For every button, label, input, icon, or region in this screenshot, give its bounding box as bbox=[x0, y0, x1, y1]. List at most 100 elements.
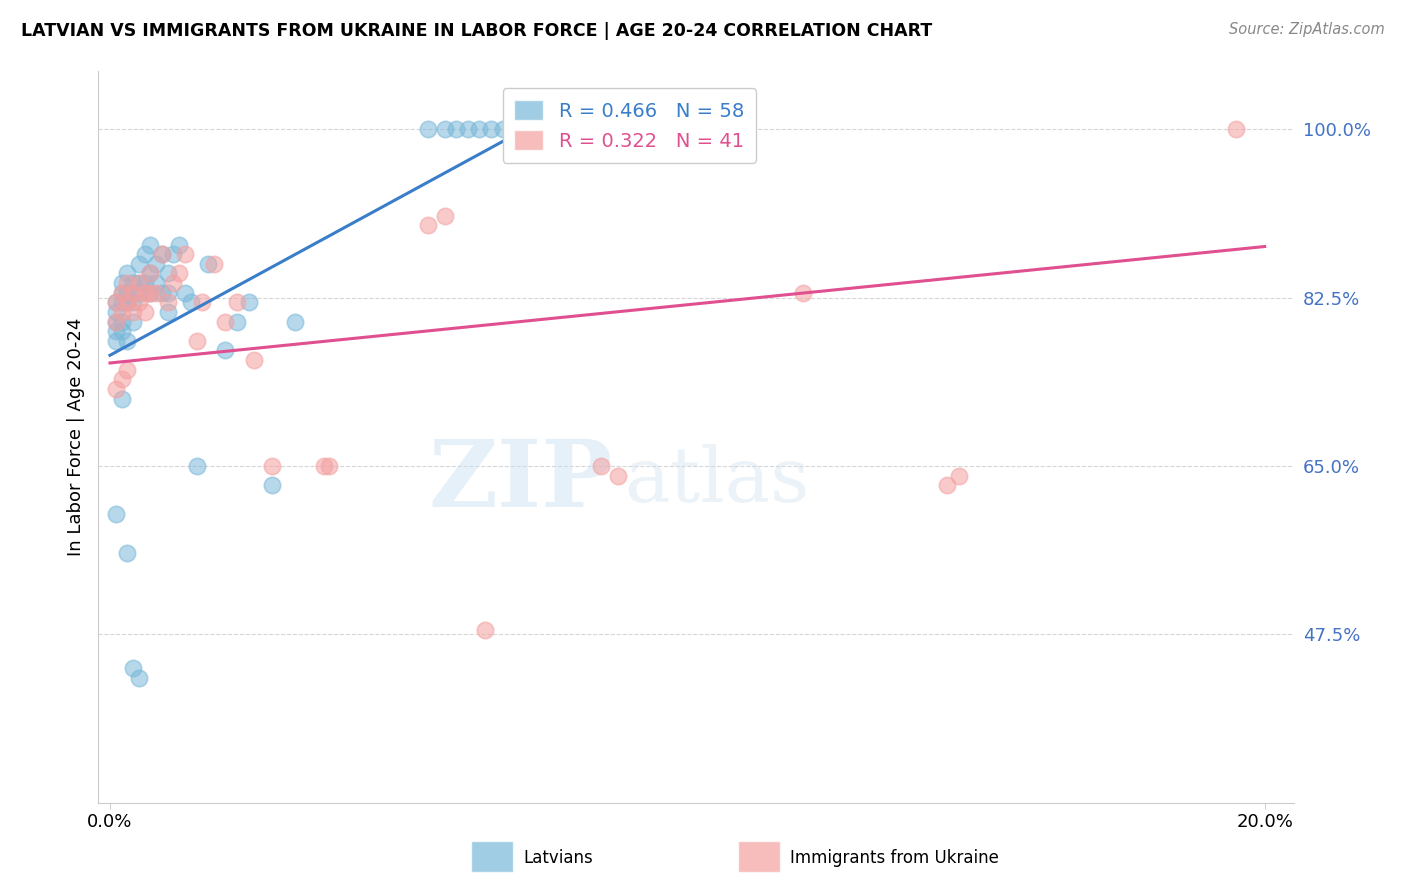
Point bbox=[214, 315, 236, 329]
Point bbox=[139, 237, 162, 252]
Point bbox=[117, 362, 139, 376]
Point bbox=[1225, 122, 1247, 136]
Point bbox=[792, 285, 814, 300]
Point bbox=[139, 285, 162, 300]
Point bbox=[110, 285, 132, 300]
Point bbox=[110, 372, 132, 386]
Point bbox=[122, 315, 145, 329]
Point bbox=[318, 458, 340, 473]
Point bbox=[104, 315, 127, 329]
Point bbox=[122, 661, 145, 675]
Point bbox=[117, 334, 139, 348]
Point bbox=[162, 276, 184, 290]
Point bbox=[433, 209, 456, 223]
Point bbox=[117, 267, 139, 281]
Point bbox=[128, 276, 150, 290]
Point bbox=[117, 295, 139, 310]
Point bbox=[122, 295, 145, 310]
Point bbox=[110, 305, 132, 319]
Point bbox=[284, 315, 307, 329]
Point bbox=[260, 478, 283, 492]
Point bbox=[104, 305, 127, 319]
Point bbox=[312, 458, 335, 473]
Point bbox=[226, 315, 249, 329]
Point bbox=[416, 219, 439, 233]
Point bbox=[139, 285, 162, 300]
Point bbox=[948, 468, 970, 483]
Point bbox=[167, 267, 190, 281]
Point bbox=[156, 285, 179, 300]
Point bbox=[145, 285, 167, 300]
Point bbox=[156, 267, 179, 281]
Point bbox=[150, 285, 173, 300]
Point bbox=[416, 122, 439, 136]
Point bbox=[260, 458, 283, 473]
Point bbox=[479, 122, 502, 136]
Point bbox=[202, 257, 225, 271]
Point bbox=[128, 295, 150, 310]
Text: ZIP: ZIP bbox=[427, 436, 613, 526]
Point bbox=[117, 545, 139, 559]
Point bbox=[117, 285, 139, 300]
Text: Latvians: Latvians bbox=[523, 849, 593, 867]
Point bbox=[139, 267, 162, 281]
Point bbox=[128, 257, 150, 271]
Text: Source: ZipAtlas.com: Source: ZipAtlas.com bbox=[1229, 22, 1385, 37]
Point bbox=[128, 276, 150, 290]
Point bbox=[117, 276, 139, 290]
Text: Immigrants from Ukraine: Immigrants from Ukraine bbox=[790, 849, 1000, 867]
Point bbox=[110, 315, 132, 329]
Point bbox=[197, 257, 219, 271]
Point bbox=[110, 324, 132, 338]
Point bbox=[104, 324, 127, 338]
Point bbox=[607, 468, 630, 483]
Point bbox=[156, 295, 179, 310]
Legend: R = 0.466   N = 58, R = 0.322   N = 41: R = 0.466 N = 58, R = 0.322 N = 41 bbox=[502, 88, 756, 162]
Point bbox=[104, 295, 127, 310]
Point bbox=[503, 122, 526, 136]
Point bbox=[457, 122, 479, 136]
Point bbox=[150, 247, 173, 261]
Point bbox=[134, 305, 156, 319]
Point bbox=[468, 122, 491, 136]
Point bbox=[122, 305, 145, 319]
Point bbox=[186, 458, 208, 473]
Point bbox=[134, 276, 156, 290]
Point bbox=[110, 276, 132, 290]
Point bbox=[104, 507, 127, 521]
Point bbox=[150, 247, 173, 261]
Point bbox=[162, 247, 184, 261]
Point bbox=[238, 295, 260, 310]
Point bbox=[110, 295, 132, 310]
Point bbox=[174, 285, 197, 300]
Point bbox=[104, 315, 127, 329]
Point bbox=[474, 623, 496, 637]
Text: atlas: atlas bbox=[624, 444, 810, 518]
Point bbox=[145, 276, 167, 290]
Point bbox=[243, 353, 266, 368]
Point bbox=[186, 334, 208, 348]
Point bbox=[122, 276, 145, 290]
Point bbox=[156, 305, 179, 319]
Point bbox=[128, 671, 150, 685]
Point bbox=[936, 478, 959, 492]
Point bbox=[104, 295, 127, 310]
Point bbox=[122, 285, 145, 300]
Point bbox=[167, 237, 190, 252]
Point bbox=[117, 295, 139, 310]
Point bbox=[491, 122, 513, 136]
Point bbox=[433, 122, 456, 136]
Point bbox=[226, 295, 249, 310]
Y-axis label: In Labor Force | Age 20-24: In Labor Force | Age 20-24 bbox=[66, 318, 84, 557]
Point bbox=[589, 458, 612, 473]
Point bbox=[515, 122, 537, 136]
Point bbox=[110, 285, 132, 300]
Point bbox=[134, 285, 156, 300]
Point bbox=[128, 285, 150, 300]
Point bbox=[214, 343, 236, 358]
Point bbox=[145, 257, 167, 271]
Point bbox=[110, 392, 132, 406]
Point bbox=[180, 295, 202, 310]
Point bbox=[139, 267, 162, 281]
Point bbox=[104, 334, 127, 348]
